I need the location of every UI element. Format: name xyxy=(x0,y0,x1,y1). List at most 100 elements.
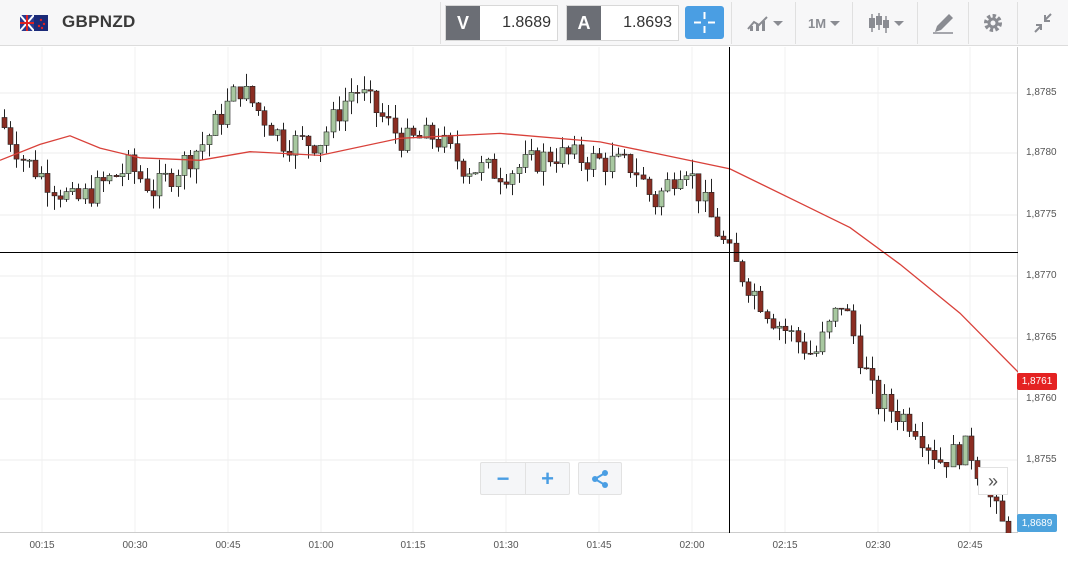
candle-down xyxy=(714,216,721,237)
collapse-icon xyxy=(1034,13,1052,33)
candle-down xyxy=(100,177,107,182)
chart-toolbar: GBPNZD V 1.8689 A 1.8693 1M xyxy=(0,0,1068,46)
toolbar-divider xyxy=(440,2,441,44)
chevron-down-icon xyxy=(830,20,841,26)
draw-icon xyxy=(933,14,953,34)
candle-down xyxy=(875,379,882,410)
zoom-out-button[interactable]: − xyxy=(496,465,510,491)
candle-up xyxy=(404,127,411,151)
candle-down xyxy=(584,162,591,170)
time-tick-label: 00:45 xyxy=(215,540,241,551)
settings-button[interactable] xyxy=(976,8,1010,38)
candle-up xyxy=(900,413,907,422)
price-tick-label: 1,8775 xyxy=(1026,209,1057,220)
candle-up xyxy=(472,172,479,175)
candle-down xyxy=(1005,520,1012,533)
candle-down xyxy=(144,178,151,192)
candle-up xyxy=(361,89,368,94)
collapse-button[interactable] xyxy=(1026,8,1060,38)
candle-up xyxy=(94,177,101,204)
candle-up xyxy=(516,167,523,174)
candle-up xyxy=(348,92,355,102)
candle-up xyxy=(615,153,622,157)
buy-price: 1.8693 xyxy=(623,14,672,31)
candle-up xyxy=(199,144,206,152)
candle-up xyxy=(230,86,237,102)
candle-down xyxy=(795,330,802,343)
time-axis: 00:15 00:30 00:45 01:00 01:15 01:30 01:45 02:00… xyxy=(0,533,1068,563)
candle-down xyxy=(261,110,268,126)
candle-up xyxy=(702,192,709,202)
chart-type-button[interactable] xyxy=(740,8,790,38)
price-tick-label: 1,8755 xyxy=(1026,454,1057,465)
share-button[interactable] xyxy=(578,462,622,495)
candles-icon xyxy=(869,13,889,33)
candle-up xyxy=(38,173,45,178)
candle-down xyxy=(695,173,702,202)
price-tick-label: 1,8785 xyxy=(1026,87,1057,98)
toolbar-divider xyxy=(852,2,853,44)
candle-down xyxy=(534,150,541,172)
price-axis: 1,8785 1,8780 1,8775 1,8770 1,8765 1,8760 1,87… xyxy=(1018,47,1068,533)
candle-down xyxy=(51,192,58,197)
candle-down xyxy=(392,117,399,134)
candle-up xyxy=(106,175,113,182)
crosshair-button[interactable] xyxy=(685,6,724,39)
timeframe-button[interactable]: 1M xyxy=(802,8,846,38)
candle-down xyxy=(20,158,27,161)
crosshair-icon xyxy=(694,12,715,33)
draw-button[interactable] xyxy=(925,8,961,38)
last-price-tag: 1,8689 xyxy=(1017,514,1057,532)
candle-up xyxy=(224,100,231,125)
candle-up xyxy=(485,158,492,163)
candle-up xyxy=(962,435,969,466)
candle-down xyxy=(503,181,510,185)
buy-quote-button[interactable]: A 1.8693 xyxy=(566,5,679,41)
candle-down xyxy=(460,160,467,177)
price-tick-label: 1,8770 xyxy=(1026,270,1057,281)
sell-quote-button[interactable]: V 1.8689 xyxy=(445,5,558,41)
zoom-in-button[interactable]: + xyxy=(525,463,569,494)
settings-icon xyxy=(984,14,1002,32)
candle-down xyxy=(956,444,963,466)
candle-down xyxy=(937,459,944,463)
candle-up xyxy=(590,153,597,170)
candle-down xyxy=(894,411,901,422)
moving-average-price-tag: 1,8761 xyxy=(1017,373,1057,390)
candle-up xyxy=(125,154,132,174)
candle-up xyxy=(819,331,826,353)
candle-up xyxy=(832,307,839,322)
toolbar-divider xyxy=(795,2,796,44)
candle-up xyxy=(274,129,281,136)
candle-down xyxy=(255,102,262,111)
candle-up xyxy=(292,135,299,156)
price-chart[interactable] xyxy=(0,47,1018,533)
candle-down xyxy=(708,192,715,218)
candle-up xyxy=(478,162,485,173)
candle-down xyxy=(553,161,560,164)
candle-up xyxy=(206,135,213,145)
time-tick-label: 01:15 xyxy=(400,540,426,551)
candle-down xyxy=(671,179,678,189)
candle-down xyxy=(137,171,144,180)
time-tick-label: 02:30 xyxy=(865,540,891,551)
chart-type-icon xyxy=(747,16,768,31)
candle-down xyxy=(968,435,975,461)
sell-letter: V xyxy=(446,6,480,40)
candle-down xyxy=(770,318,777,329)
candle-up xyxy=(528,150,535,155)
candle-up xyxy=(82,188,89,200)
candle-down xyxy=(218,113,225,125)
candle-down xyxy=(491,158,498,179)
candles-button[interactable] xyxy=(862,8,910,38)
candle-down xyxy=(801,341,808,354)
candle-down xyxy=(336,109,343,122)
candle-down xyxy=(497,178,504,183)
candle-down xyxy=(869,368,876,381)
candle-down xyxy=(32,159,39,178)
candle-down xyxy=(305,135,312,147)
scroll-to-latest-button[interactable]: » xyxy=(978,467,1008,495)
candle-up xyxy=(658,190,665,208)
candle-up xyxy=(212,113,219,136)
candle-down xyxy=(863,367,870,370)
